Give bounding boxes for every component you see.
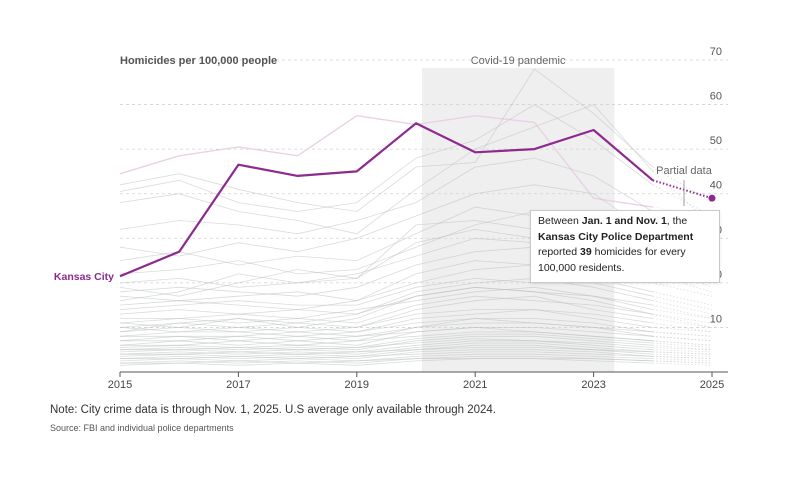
city-line-partial-34 [652,356,713,359]
city-line-partial-31 [652,351,713,355]
city-line-26 [119,333,653,348]
city-line-2 [119,68,654,212]
city-line-partial-17 [652,318,713,328]
city-line-partial-37 [652,360,713,364]
city-line-partial-18 [652,322,713,333]
city-line-38 [119,358,653,366]
x-tick-2019: 2019 [345,379,369,391]
city-line-19 [119,309,653,333]
city-line-partial-12 [652,291,713,306]
y-tick-60: 60 [710,91,722,103]
covid-label: Covid-19 pandemic [471,55,566,67]
x-tick-2025: 2025 [700,379,724,391]
city-line-partial-41 [652,313,713,328]
footnote: Note: City crime data is through Nov. 1,… [50,404,496,416]
city-line-partial-35 [652,358,713,362]
city-line-34 [120,351,653,360]
city-line-partial-15 [652,309,713,319]
x-tick-2015: 2015 [108,379,132,391]
city-line-28 [120,338,653,351]
city-line-partial-32 [652,353,713,357]
city-line-partial-42 [652,304,713,319]
source-line: Source: FBI and individual police depart… [50,423,234,433]
x-tick-2023: 2023 [581,379,605,391]
callout-pre: Between [538,215,582,227]
x-tick-2021: 2021 [463,379,487,391]
kansas-city-partial-line [652,179,713,200]
city-line-partial-29 [652,349,713,353]
city-line-partial-11 [652,282,713,297]
chart-canvas: Covid-19 pandemic10203040506070201520172… [54,46,728,391]
kansas-city-callout: Between Jan. 1 and Nov. 1, the Kansas Ci… [530,210,720,283]
city-line-partial-28 [652,347,713,351]
city-line-partial-4 [652,171,713,226]
city-line-17 [119,295,653,328]
callout-reported: reported [538,246,581,258]
city-line-23 [120,326,653,342]
y-tick-50: 50 [710,135,722,147]
callout-date-range: Jan. 1 and Nov. 1 [581,215,667,227]
city-line-42 [119,286,653,328]
city-line-1 [119,114,653,208]
city-line-partial-23 [652,335,713,342]
city-line-partial-13 [652,295,713,310]
city-line-32 [119,347,653,357]
highlight-series-layer [119,122,716,278]
city-line-partial-25 [652,340,713,346]
callout-agency: Kansas City Police Department [538,230,694,243]
city-line-29 [119,340,653,353]
y-tick-10: 10 [710,313,722,325]
y-tick-70: 70 [710,46,722,58]
city-line-20 [119,318,653,337]
city-line-partial-16 [652,313,713,324]
kansas-city-endpoint [708,194,716,202]
x-tick-2017: 2017 [226,379,250,391]
city-line-partial-3 [652,184,713,217]
city-line-partial-19 [652,327,713,333]
city-line-partial-26 [652,342,713,348]
partial-data-label: Partial data [656,165,713,177]
city-line-37 [120,358,653,364]
city-line-partial-21 [652,331,713,337]
callout-value: 39 [580,246,592,258]
city-line-6 [119,184,654,257]
city-line-41 [119,286,653,333]
city-line-3 [119,104,654,212]
kansas-city-label: Kansas City [54,271,114,283]
y-tick-40: 40 [710,180,722,192]
callout-post: homicides for every 100,000 residents. [538,246,686,274]
chart-title: Homicides per 100,000 people [120,55,277,67]
city-line-partial-14 [652,300,713,315]
city-line-35 [119,353,653,362]
callout-mid: , the [666,215,688,227]
kansas-city-line [119,122,654,278]
city-line-5 [119,157,654,235]
city-line-partial-38 [652,362,713,366]
city-line-25 [120,331,653,346]
city-line-partial-2 [652,166,713,203]
city-line-31 [120,344,653,355]
